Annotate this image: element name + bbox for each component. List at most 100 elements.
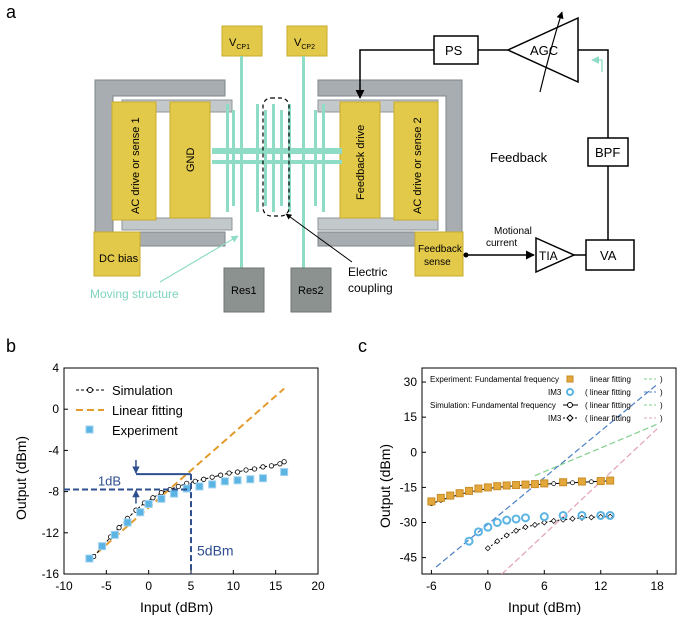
simulation-point	[243, 467, 249, 473]
simulation-point	[175, 483, 181, 490]
pad-vcp1-label: VCP1	[229, 37, 250, 51]
xtick-label: -10	[55, 579, 73, 593]
simulation-point	[158, 490, 164, 496]
pad-ac-sense2-label: AC drive or sense 2	[412, 117, 424, 214]
ytick-label: 0	[410, 445, 417, 459]
exp-im3-point	[558, 510, 568, 520]
ytick-label: 4	[52, 361, 59, 375]
pad-feedback-sense	[414, 231, 464, 277]
legend-exp-fund-marker	[566, 375, 574, 383]
exp-fund-point	[540, 479, 549, 488]
pad-ac-sense1	[111, 101, 157, 221]
pad-res1	[223, 267, 265, 313]
chart-b-xlabel: Input (dBm)	[140, 599, 213, 615]
exp-fund-point	[436, 493, 445, 502]
experiment-point	[110, 530, 119, 539]
chart-b-annotations: 1dB 5dBm	[64, 460, 234, 574]
legend-sim-fund-paren: )	[660, 401, 663, 410]
dbm-label: 5dBm	[197, 542, 234, 558]
legend-sim-fund: Simulation: Fundamental frequency	[430, 401, 556, 410]
experiment-point	[98, 542, 107, 551]
xtick-label: 6	[541, 579, 548, 593]
exp-fund-point	[493, 482, 502, 491]
xtick-label: -6	[426, 579, 437, 593]
series-sim-im3	[487, 516, 611, 549]
series-fit-1	[534, 423, 658, 477]
exp-im3-point	[511, 514, 521, 524]
xtick-label: 18	[651, 579, 665, 593]
xtick-label: 5	[188, 579, 195, 593]
pad-gnd-label: GND	[185, 148, 197, 173]
electric-coupling-l2: coupling	[348, 281, 393, 295]
legend-simulation: Simulation	[112, 383, 173, 398]
experiment-point	[258, 474, 267, 483]
panel-label-b: b	[6, 336, 16, 356]
ytick-label: -45	[400, 551, 418, 565]
chart-b-legend: Simulation Linear fitting Experiment	[76, 383, 183, 438]
legend-experiment: Experiment	[112, 423, 178, 438]
ytick-label: -4	[48, 443, 59, 457]
exp-fund-point	[606, 476, 615, 485]
sim-im3-point	[531, 521, 538, 528]
exp-fund-point	[455, 489, 464, 498]
exp-im3-point	[473, 527, 483, 537]
experiment-point	[280, 468, 289, 477]
legend-exp-fund: Experiment: Fundamental frequency	[430, 375, 559, 384]
legend-sim-im3-marker	[566, 414, 574, 422]
db-label: 1dB	[98, 474, 121, 489]
experiment-point	[170, 489, 179, 498]
motional-current-l2: current	[486, 238, 517, 249]
vcp2-sub: CP2	[301, 44, 315, 51]
legend-linear: Linear fitting	[112, 403, 183, 418]
legend-sim-im3: IM3	[548, 414, 562, 423]
chart-c-frame	[421, 367, 677, 575]
block-ps-label: PS	[445, 43, 463, 58]
coupling-highlight	[262, 97, 290, 217]
legend-exp-fund-paren: )	[660, 375, 663, 384]
sim-im3-point	[494, 538, 501, 545]
experiment-point	[233, 476, 242, 485]
chart-c-xlabel: Input (dBm)	[508, 599, 581, 615]
chart-c-series	[427, 383, 658, 574]
legend-exp-im3-fit: ( linear fitting	[585, 388, 631, 397]
xtick-label: 15	[269, 579, 283, 593]
simulation-point	[234, 469, 241, 475]
panel-label-c: c	[358, 336, 367, 356]
moving-beams	[212, 56, 342, 296]
experiment-point	[195, 482, 204, 491]
sim-im3-point	[550, 517, 557, 524]
legend-sim-fund-fit: ( linear fitting	[585, 401, 631, 410]
motional-current-l1: Motional	[494, 226, 532, 237]
sim-fund-point	[551, 481, 557, 486]
pad-res2-label: Res2	[298, 285, 324, 297]
chart-b: -10 -5 0 5 10 15 20 -16 -12 -8 -4 0 4 1dB 5dBm Input …	[13, 361, 325, 615]
pad-ac-sense2	[393, 101, 439, 221]
experiment-point	[182, 484, 191, 493]
sim-im3-point	[569, 515, 576, 522]
legend-sim-im3-paren: )	[660, 414, 663, 423]
pad-feedback-sense-l1: Feedback	[418, 244, 463, 255]
exp-fund-point	[512, 481, 521, 490]
moving-structure-label: Moving structure	[90, 287, 179, 301]
legend-exp-fund-fit: linear fitting	[590, 375, 631, 384]
ytick-label: 30	[404, 375, 418, 389]
sim-im3-point	[588, 514, 595, 521]
sense-node	[463, 252, 469, 258]
exp-im3-point	[502, 515, 512, 525]
series-fit-3	[435, 383, 658, 568]
experiment-point	[157, 494, 166, 503]
exp-im3-point	[483, 522, 493, 532]
chart-c: -6 0 6 12 18 -45 -30 -15 0 15 30 Input (dBm) Outpu…	[377, 367, 677, 615]
moving-structure-arrow	[159, 235, 239, 283]
sim-im3-point	[541, 519, 548, 526]
block-va-label: VA	[600, 248, 617, 263]
simulation-point	[268, 463, 275, 469]
xtick-label: 10	[227, 579, 241, 593]
ytick-label: -15	[400, 480, 418, 494]
chart-c-ylabel: Output (dBm)	[377, 444, 393, 528]
pad-feedback-drive	[339, 101, 381, 219]
exp-im3-point	[605, 510, 615, 520]
exp-fund-point	[483, 483, 492, 492]
sim-im3-point	[522, 524, 529, 531]
vcp2-main: V	[294, 37, 302, 49]
